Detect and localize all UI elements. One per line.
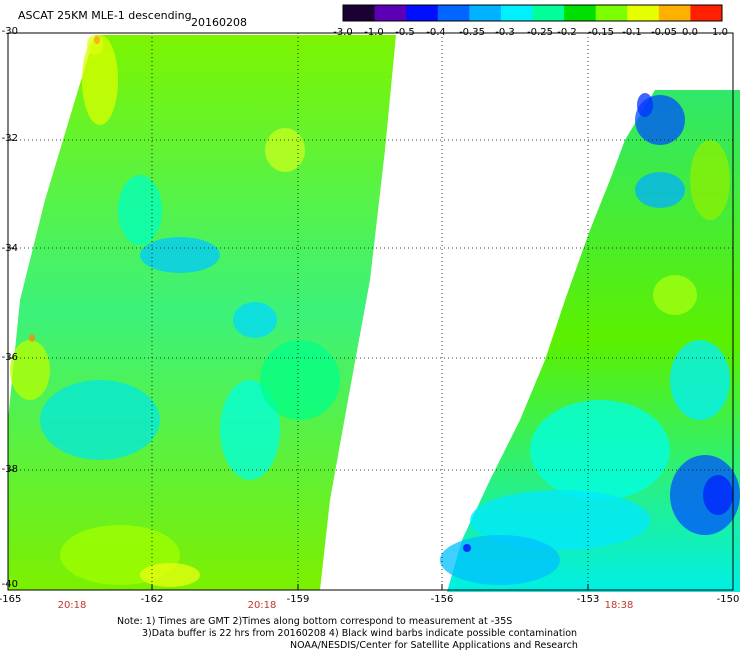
lon-label: -153 [576,594,600,605]
value-patch [10,340,50,400]
right-swath [447,90,740,592]
lat-label: -30 [1,26,18,37]
colorbar [342,4,723,22]
note-line-1: Note: 1) Times are GMT 2)Times along bot… [117,616,513,627]
value-patch [635,172,685,208]
lon-label: -150 [716,594,740,605]
colorbar-segment [532,5,565,21]
colorbar-segment [595,5,628,21]
lat-label: -40 [1,579,18,590]
value-patch [140,563,200,587]
colorbar-segment [469,5,502,21]
note-line-3: NOAA/NESDIS/Center for Satellite Applica… [290,640,578,651]
value-patch [260,340,340,420]
value-patch [670,340,730,420]
value-patch [94,36,100,44]
value-patch [220,380,280,480]
value-patch [265,128,305,172]
colorbar-segment [690,5,723,21]
colorbar-segment [374,5,407,21]
value-patch [29,334,35,342]
colorbar-segment [437,5,470,21]
colorbar-segment [627,5,660,21]
value-patch [653,275,697,315]
value-patch [440,535,560,585]
time-label: 18:38 [604,600,634,611]
map-title: ASCAT 25KM MLE-1 descending [18,9,192,22]
value-patch [703,475,733,515]
lat-label: -36 [1,352,18,363]
map-date: 20160208 [191,16,247,29]
colorbar-segment [658,5,691,21]
colorbar-frame [342,4,723,22]
value-patch [470,490,650,550]
time-label: 20:18 [57,600,87,611]
lon-label: -162 [140,594,164,605]
colorbar-segment [500,5,533,21]
value-patch [463,544,471,552]
left-swath [8,35,396,590]
value-patch [140,237,220,273]
colorbar-segment [564,5,597,21]
lon-label: -159 [286,594,310,605]
lat-label: -38 [1,464,18,475]
lat-label: -34 [1,243,18,254]
time-label: 20:18 [247,600,277,611]
value-patch [118,175,162,245]
value-patch [233,302,277,338]
value-patch [82,35,118,125]
lon-label: -156 [430,594,454,605]
note-line-2: 3)Data buffer is 22 hrs from 20160208 4)… [142,628,578,639]
swath-map [7,32,740,592]
lat-label: -32 [1,133,18,144]
colorbar-segment [406,5,439,21]
value-patch [40,380,160,460]
value-patch [690,140,730,220]
lon-label: -165 [0,594,22,605]
value-patch [530,400,670,500]
value-patch [637,93,653,117]
colorbar-segment [343,5,376,21]
